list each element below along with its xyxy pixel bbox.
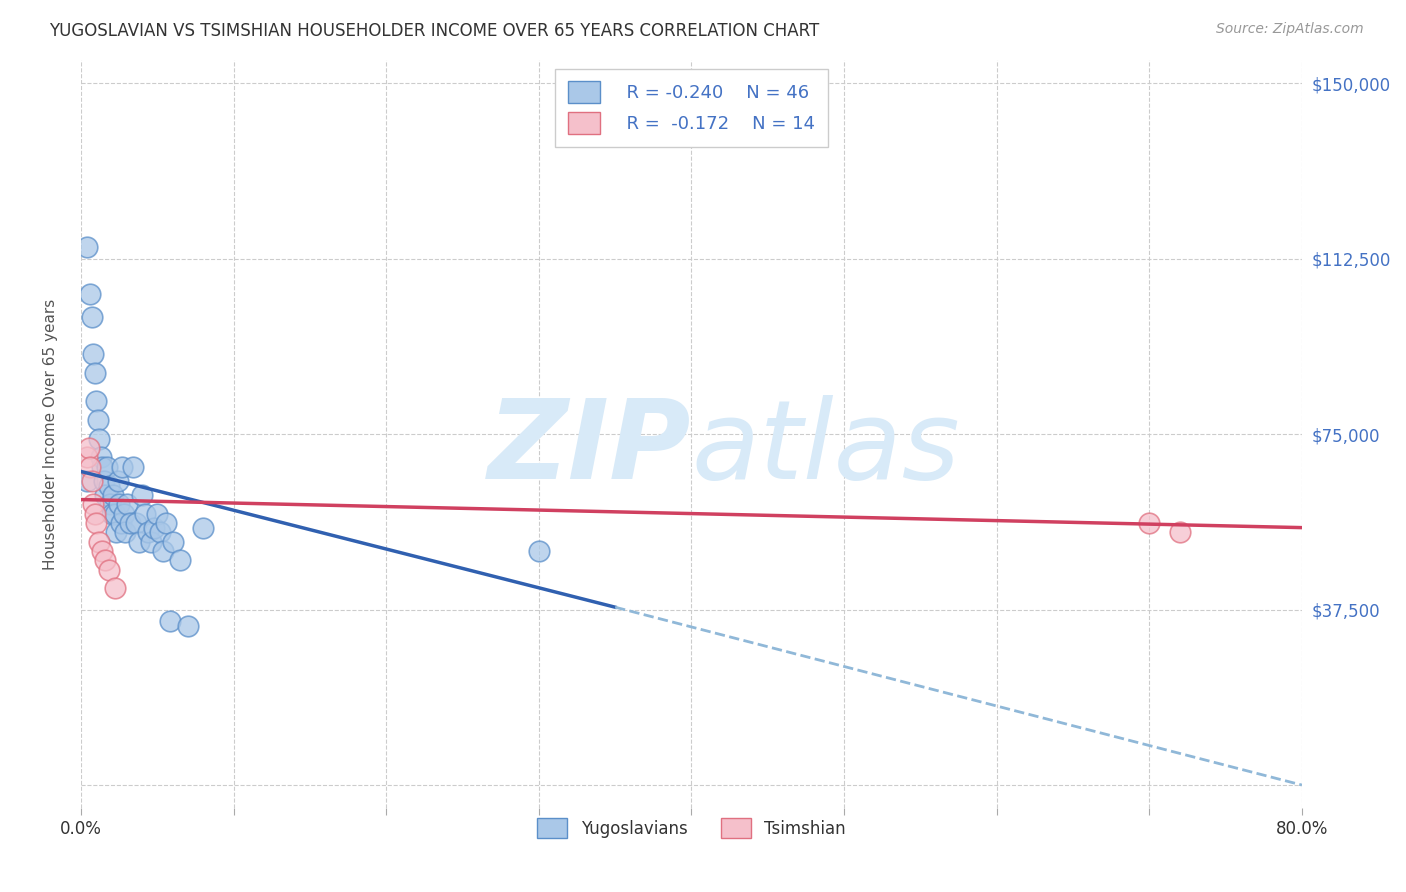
Point xyxy=(97,478,120,492)
Point xyxy=(104,507,127,521)
Point xyxy=(108,497,131,511)
Point xyxy=(177,619,200,633)
Point xyxy=(122,459,145,474)
Point xyxy=(80,310,103,324)
Point xyxy=(82,497,104,511)
Text: Source: ZipAtlas.com: Source: ZipAtlas.com xyxy=(1216,22,1364,37)
Point xyxy=(79,459,101,474)
Point xyxy=(155,516,177,530)
Point xyxy=(146,507,169,521)
Point xyxy=(159,614,181,628)
Point xyxy=(169,553,191,567)
Point xyxy=(527,544,550,558)
Point xyxy=(152,544,174,558)
Point xyxy=(77,441,100,455)
Point xyxy=(83,507,105,521)
Text: ZIP: ZIP xyxy=(488,395,692,502)
Point xyxy=(83,366,105,380)
Point xyxy=(143,521,166,535)
Point xyxy=(105,525,128,540)
Point xyxy=(96,459,118,474)
Point xyxy=(94,488,117,502)
Point xyxy=(149,525,172,540)
Point xyxy=(90,450,112,465)
Point xyxy=(79,286,101,301)
Legend: Yugoslavians, Tsimshian: Yugoslavians, Tsimshian xyxy=(530,812,852,845)
Point xyxy=(84,394,107,409)
Point xyxy=(82,347,104,361)
Point xyxy=(76,450,98,465)
Point xyxy=(100,507,122,521)
Point xyxy=(118,516,141,530)
Point xyxy=(89,432,111,446)
Point xyxy=(98,497,121,511)
Point xyxy=(91,544,114,558)
Point xyxy=(131,488,153,502)
Text: atlas: atlas xyxy=(692,395,960,502)
Y-axis label: Householder Income Over 65 years: Householder Income Over 65 years xyxy=(44,299,58,570)
Point xyxy=(1137,516,1160,530)
Point xyxy=(134,507,156,521)
Point xyxy=(1168,525,1191,540)
Point xyxy=(91,459,114,474)
Point xyxy=(76,474,98,488)
Point xyxy=(97,563,120,577)
Point xyxy=(76,240,98,254)
Point xyxy=(104,582,127,596)
Point xyxy=(89,534,111,549)
Point xyxy=(101,488,124,502)
Point xyxy=(162,534,184,549)
Point xyxy=(136,525,159,540)
Point xyxy=(87,413,110,427)
Point xyxy=(80,474,103,488)
Point xyxy=(93,474,115,488)
Point xyxy=(94,553,117,567)
Point xyxy=(112,507,135,521)
Point xyxy=(84,516,107,530)
Point xyxy=(114,525,136,540)
Point xyxy=(111,459,134,474)
Point xyxy=(110,516,132,530)
Point xyxy=(125,516,148,530)
Point xyxy=(107,474,129,488)
Point xyxy=(141,534,163,549)
Point xyxy=(128,534,150,549)
Point xyxy=(191,521,214,535)
Point xyxy=(115,497,138,511)
Text: YUGOSLAVIAN VS TSIMSHIAN HOUSEHOLDER INCOME OVER 65 YEARS CORRELATION CHART: YUGOSLAVIAN VS TSIMSHIAN HOUSEHOLDER INC… xyxy=(49,22,820,40)
